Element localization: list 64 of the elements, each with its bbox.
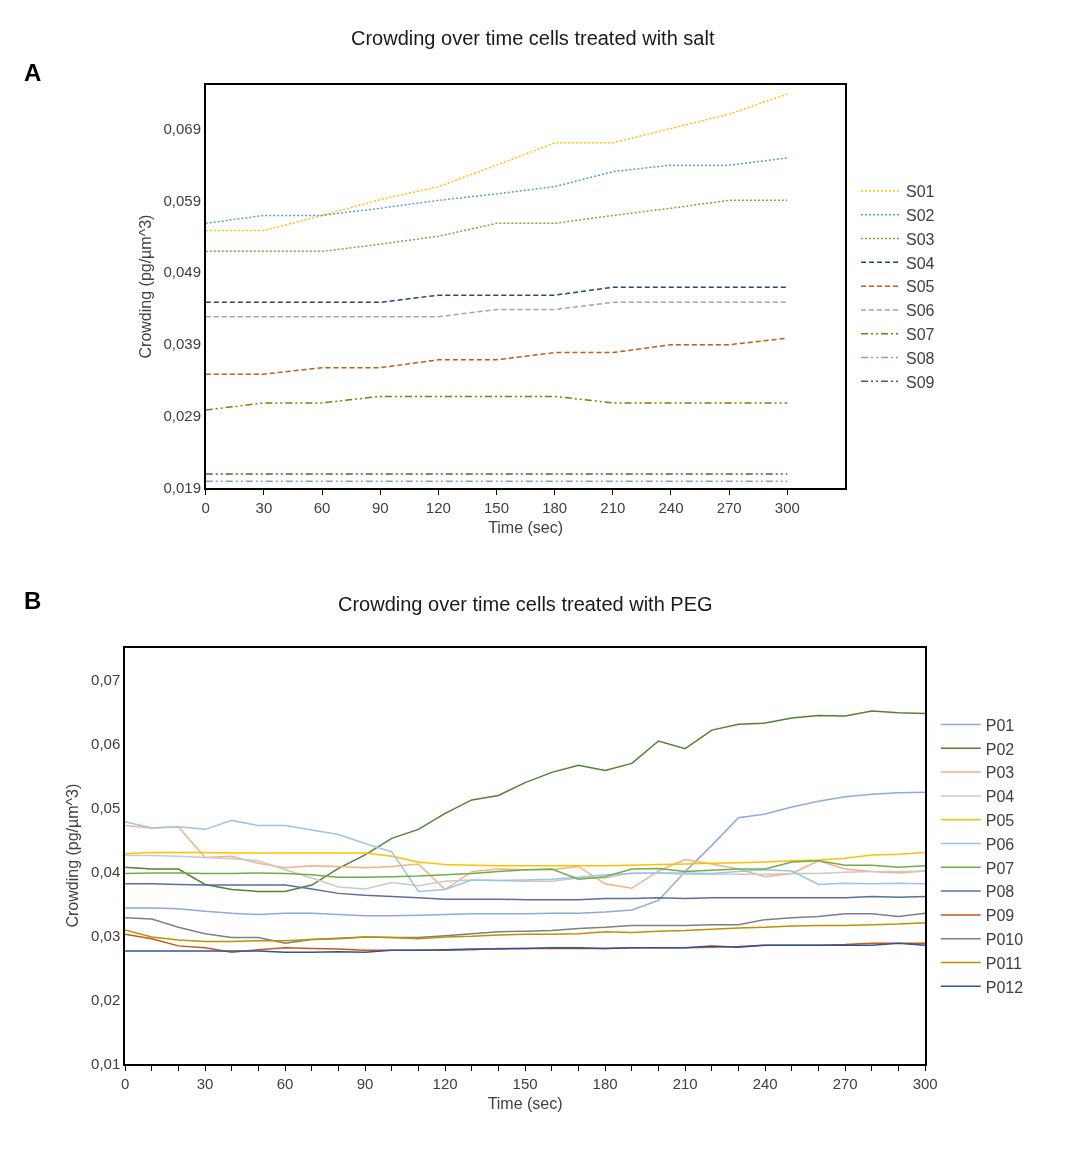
- text: B: [24, 587, 42, 614]
- x-tick-label: 300: [912, 1075, 938, 1093]
- y-tick-label: 0,07: [91, 670, 121, 688]
- legend-label: S07: [906, 325, 935, 343]
- x-tick-label: 120: [425, 499, 451, 517]
- y-tick-label: 0,049: [163, 263, 202, 281]
- legend-label: P06: [985, 835, 1015, 853]
- legend-label: P04: [985, 788, 1015, 806]
- legend-label: P02: [985, 740, 1015, 758]
- y-tick-label: 0,039: [163, 335, 202, 353]
- legend-label: S08: [906, 349, 935, 367]
- x-tick-label: 30: [255, 499, 273, 517]
- legend-label: S01: [906, 183, 935, 201]
- x-tick-label: 120: [432, 1075, 458, 1093]
- y-tick-label: 0,019: [163, 478, 202, 496]
- x-tick-label: 60: [276, 1075, 294, 1093]
- legend-label: P010: [985, 930, 1024, 948]
- legend-label: S04: [906, 254, 935, 272]
- x-tick-label: 300: [774, 499, 800, 517]
- x-tick-label: 180: [592, 1075, 618, 1093]
- x-tick-label: 240: [752, 1075, 778, 1093]
- x-tick-label: 150: [512, 1075, 538, 1093]
- text: A: [24, 59, 42, 86]
- x-tick-label: 0: [120, 1075, 130, 1093]
- legend-label: S03: [906, 230, 935, 248]
- y-tick-label: 0,06: [91, 734, 121, 752]
- x-tick-label: 240: [658, 499, 684, 517]
- legend-label: P01: [985, 716, 1015, 734]
- y-axis-title: Crowding (pg/µm^3): [64, 783, 82, 928]
- y-tick-label: 0,059: [163, 191, 202, 209]
- legend-label: P03: [985, 764, 1015, 782]
- x-tick-label: 270: [716, 499, 742, 517]
- x-tick-label: 90: [356, 1075, 374, 1093]
- legend-label: S05: [906, 278, 935, 296]
- y-tick-label: 0,029: [163, 407, 202, 425]
- legend-label: P012: [985, 978, 1024, 996]
- y-tick-label: 0,03: [91, 926, 121, 944]
- x-axis-title: Time (sec): [488, 518, 564, 536]
- legend-label: P07: [985, 859, 1015, 877]
- legend-label: P05: [985, 811, 1015, 829]
- legend-label: S02: [906, 206, 935, 224]
- x-tick-label: 150: [484, 499, 510, 517]
- x-axis-title: Time (sec): [487, 1094, 563, 1112]
- y-tick-label: 0,069: [163, 119, 202, 137]
- x-tick-label: 210: [600, 499, 626, 517]
- legend-label: P09: [985, 907, 1015, 925]
- x-tick-label: 0: [201, 499, 210, 517]
- x-tick-label: 180: [542, 499, 568, 517]
- y-tick-label: 0,05: [91, 798, 121, 816]
- y-tick-label: 0,01: [91, 1054, 121, 1072]
- chart-title: Crowding over time cells treated with salt: [351, 27, 715, 49]
- y-tick-label: 0,04: [91, 862, 121, 880]
- x-tick-label: 30: [196, 1075, 214, 1093]
- x-tick-label: 60: [313, 499, 331, 517]
- y-tick-label: 0,02: [91, 990, 121, 1008]
- legend-label: S09: [906, 373, 935, 391]
- legend-label: P08: [985, 883, 1015, 901]
- x-tick-label: 210: [672, 1075, 698, 1093]
- y-axis-title: Crowding (pg/µm^3): [136, 214, 154, 359]
- legend-label: S06: [906, 302, 935, 320]
- legend-label: P011: [985, 954, 1023, 972]
- x-tick-label: 270: [832, 1075, 858, 1093]
- chart-title: Crowding over time cells treated with PEG: [338, 593, 713, 615]
- x-tick-label: 90: [371, 499, 389, 517]
